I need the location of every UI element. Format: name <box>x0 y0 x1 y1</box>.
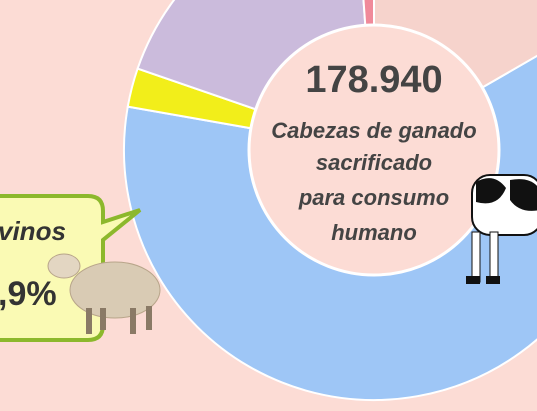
callout-percent: ,9% <box>0 275 57 313</box>
callout-label: vinos <box>0 216 66 246</box>
total-value: 178.940 <box>305 59 442 101</box>
donut-center <box>247 23 501 277</box>
sheep-icon <box>47 253 161 334</box>
caption-line: sacrificado <box>316 150 432 175</box>
caption-line: para consumo <box>298 185 449 210</box>
caption-line: humano <box>331 220 417 245</box>
cow-icon <box>466 174 537 284</box>
caption-line: Cabezas de ganado <box>271 118 476 143</box>
